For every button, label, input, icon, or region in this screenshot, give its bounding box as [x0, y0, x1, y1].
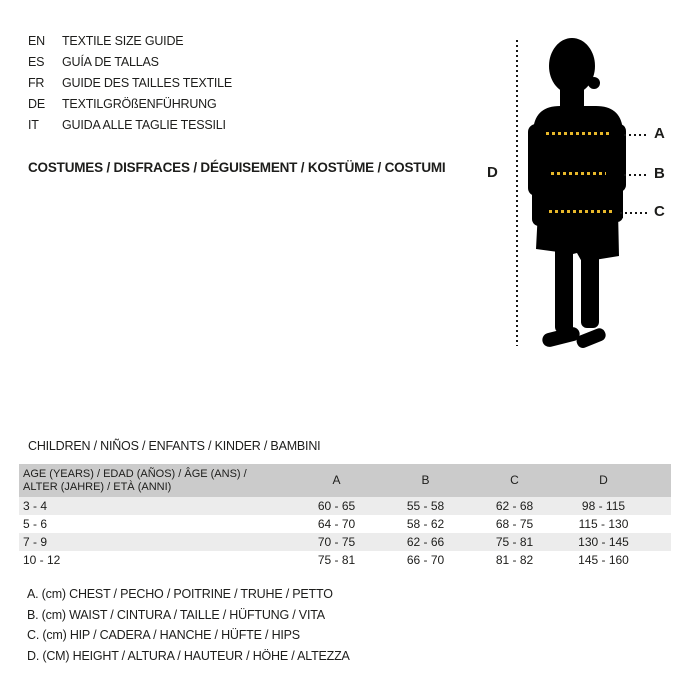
column-header-a: A	[332, 473, 341, 487]
figure-label-a: A	[654, 125, 665, 142]
height-value: 115 - 130	[578, 517, 629, 531]
chest-measure-line	[546, 132, 610, 135]
chest-value: 75 - 81	[317, 553, 356, 567]
language-row-it: IT GUIDA ALLE TAGLIE TESSILI	[28, 115, 232, 136]
language-row-fr: FR GUIDE DES TAILLES TEXTILE	[28, 73, 232, 94]
language-code: DE	[28, 97, 45, 111]
language-code: FR	[28, 76, 45, 90]
legend-height: D. (CM) HEIGHT / ALTURA / HAUTEUR / HÖHE…	[27, 649, 350, 663]
hip-value: 81 - 82	[495, 553, 534, 567]
language-label: GUÍA DE TALLAS	[62, 55, 159, 69]
language-label: TEXTILGRÖßENFÜHRUNG	[62, 97, 217, 111]
height-dotted-line	[516, 40, 518, 346]
column-header-b: B	[421, 473, 430, 487]
child-silhouette-icon	[528, 38, 626, 348]
hip-value: 62 - 68	[495, 499, 534, 513]
hip-value: 68 - 75	[495, 517, 534, 531]
waist-value: 55 - 58	[406, 499, 445, 513]
language-label: TEXTILE SIZE GUIDE	[62, 34, 184, 48]
age-column-header: AGE (YEARS) / EDAD (AÑOS) / ÂGE (ANS) / …	[19, 468, 292, 494]
table-row: 5 - 6 64 - 70 58 - 62 68 - 75 115 - 130	[19, 515, 671, 533]
figure-label-b: B	[654, 165, 665, 182]
figure-label-c: C	[654, 203, 665, 220]
language-label: GUIDA ALLE TAGLIE TESSILI	[62, 118, 226, 132]
legend-hip: C. (cm) HIP / CADERA / HANCHE / HÜFTE / …	[27, 628, 300, 642]
waist-value: 58 - 62	[406, 517, 445, 531]
hip-measure-line	[549, 210, 613, 213]
height-value: 130 - 145	[578, 535, 629, 549]
children-section-title: CHILDREN / NIÑOS / ENFANTS / KINDER / BA…	[28, 439, 321, 453]
age-value: 3 - 4	[23, 499, 48, 513]
waist-measure-line	[551, 172, 606, 175]
column-header-c: C	[510, 473, 519, 487]
waist-value: 66 - 70	[406, 553, 445, 567]
language-code: ES	[28, 55, 45, 69]
chest-value: 64 - 70	[317, 517, 356, 531]
age-value: 10 - 12	[23, 553, 61, 567]
hip-value: 75 - 81	[495, 535, 534, 549]
language-row-es: ES GUÍA DE TALLAS	[28, 52, 232, 73]
connector-line-b	[624, 174, 648, 176]
language-list: EN TEXTILE SIZE GUIDE ES GUÍA DE TALLAS FR…	[28, 31, 232, 136]
language-code: EN	[28, 34, 45, 48]
height-value: 145 - 160	[578, 553, 629, 567]
age-header-line2: ALTER (JAHRE) / ETÀ (ANNI)	[23, 480, 172, 493]
column-header-d: D	[599, 473, 608, 487]
table-row: 7 - 9 70 - 75 62 - 66 75 - 81 130 - 145	[19, 533, 671, 551]
chest-value: 60 - 65	[317, 499, 356, 513]
age-value: 5 - 6	[23, 517, 48, 531]
language-label: GUIDE DES TAILLES TEXTILE	[62, 76, 233, 90]
language-code: IT	[28, 118, 39, 132]
language-row-de: DE TEXTILGRÖßENFÜHRUNG	[28, 94, 232, 115]
table-row: 10 - 12 75 - 81 66 - 70 81 - 82 145 - 16…	[19, 551, 671, 569]
chest-value: 70 - 75	[317, 535, 356, 549]
size-table: AGE (YEARS) / EDAD (AÑOS) / ÂGE (ANS) / …	[19, 464, 671, 569]
language-row-en: EN TEXTILE SIZE GUIDE	[28, 31, 232, 52]
legend-chest: A. (cm) CHEST / PECHO / POITRINE / TRUHE…	[27, 587, 333, 601]
legend-waist: B. (cm) WAIST / CINTURA / TAILLE / HÜFTU…	[27, 608, 325, 622]
age-header-line1: AGE (YEARS) / EDAD (AÑOS) / ÂGE (ANS) /	[23, 467, 247, 480]
connector-line-a	[624, 134, 648, 136]
waist-value: 62 - 66	[406, 535, 445, 549]
age-value: 7 - 9	[23, 535, 48, 549]
size-table-header: AGE (YEARS) / EDAD (AÑOS) / ÂGE (ANS) / …	[19, 464, 671, 497]
category-title: COSTUMES / DISFRACES / DÉGUISEMENT / KOS…	[28, 160, 446, 175]
figure-label-d: D	[487, 164, 498, 181]
table-row: 3 - 4 60 - 65 55 - 58 62 - 68 98 - 115	[19, 497, 671, 515]
connector-line-c	[620, 212, 648, 214]
height-value: 98 - 115	[581, 499, 626, 513]
